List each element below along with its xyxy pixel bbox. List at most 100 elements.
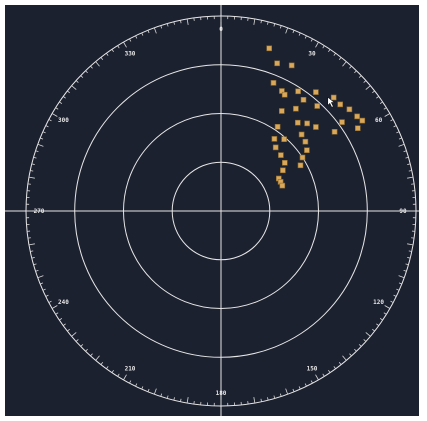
bearing-tick [365,85,371,90]
contact-marker [281,91,288,98]
bearing-tick [408,250,412,252]
bearing-tick [393,294,397,297]
bearing-tick [55,107,59,110]
bearing-tick [273,395,276,399]
radar-scope[interactable]: 0 30 60 90 120 150 180 210 240 270 300 330 [5,5,419,416]
contact-marker [339,119,345,125]
bearing-tick [160,393,163,397]
bearing-tick [349,353,352,357]
bearing-tick [35,150,39,153]
bearing-tick [304,383,307,387]
bearing-label: 210 [125,366,136,373]
bearing-tick [315,374,319,381]
contact-marker [288,62,295,69]
bearing-tick [48,119,52,122]
bearing-tick [267,21,269,25]
contact-marker [297,162,304,169]
bearing-tick [31,163,35,165]
bearing-tick [42,288,46,291]
contact-marker [279,88,285,94]
bearing-tick [354,348,357,352]
bearing-tick [383,107,387,110]
bearing-tick [45,125,49,128]
bearing-tick [100,362,104,365]
contact-marker [272,144,279,151]
bearing-tick [59,318,63,321]
bearing-label: 180 [216,390,227,397]
bearing-tick [129,380,132,384]
bearing-tick [342,61,347,67]
mouse-cursor-icon [327,96,336,108]
contact-marker [313,89,319,95]
bearing-tick [260,398,262,402]
bearing-tick [333,53,336,56]
bearing-tick [393,125,397,128]
contact-marker [314,103,321,109]
bearing-tick [304,35,307,39]
bearing-tick [95,355,100,361]
contact-marker [281,160,288,166]
bearing-tick [90,353,93,357]
bearing-label: 30 [308,50,316,57]
bearing-tick [298,386,301,390]
bearing-tick [365,332,371,337]
bearing-tick [384,113,391,117]
bearing-tick [28,243,35,246]
bearing-tick [403,269,407,272]
bearing-tick [147,30,150,34]
bearing-tick [95,61,100,67]
bearing-tick [333,366,336,369]
bearing-tick [33,156,37,159]
contact-marker [299,154,306,161]
bearing-tick [279,393,282,397]
bearing-tick [106,53,109,56]
contact-marker [298,131,305,138]
bearing-tick [166,395,169,399]
bearing-tick [398,143,405,147]
bearing-tick [403,150,407,153]
contact-marker [295,88,301,95]
bearing-tick [135,35,138,39]
bearing-tick [180,20,182,24]
bearing-tick [51,113,58,117]
bearing-tick [37,275,44,279]
bearing-tick [322,373,325,377]
contact-marker [313,124,319,130]
bearing-tick [30,250,34,252]
bearing-tick [398,282,402,285]
bearing-tick [63,323,66,326]
bearing-tick [173,21,175,25]
bearing-tick [253,397,256,404]
bearing-tick [310,38,313,42]
bearing-tick [90,65,93,69]
contact-marker [281,136,287,142]
bearing-tick [285,27,289,34]
bearing-tick [338,57,342,60]
bearing-tick [310,380,313,384]
bearing-tick [398,137,402,140]
contact-marker [266,45,273,52]
bearing-tick [376,96,379,99]
contact-marker [330,94,337,101]
bearing-label: 120 [373,299,384,306]
bearing-tick [80,344,84,347]
contact-marker [346,106,353,113]
contact-marker [280,167,286,174]
bearing-tick [405,156,409,159]
bearing-tick [186,18,189,25]
bearing-tick [407,257,411,259]
bearing-tick [358,344,362,347]
contact-marker [354,113,360,120]
bearing-label: 90 [399,208,407,215]
bearing-tick [328,49,331,53]
bearing-label: 270 [34,208,45,215]
contact-marker [300,97,307,103]
bearing-tick [141,32,144,36]
contact-marker [293,105,299,112]
bearing-tick [40,137,44,140]
contact-marker [274,60,280,67]
bearing-tick [166,23,169,27]
contact-marker [294,119,301,126]
bearing-tick [123,374,127,381]
bearing-tick [273,23,276,27]
